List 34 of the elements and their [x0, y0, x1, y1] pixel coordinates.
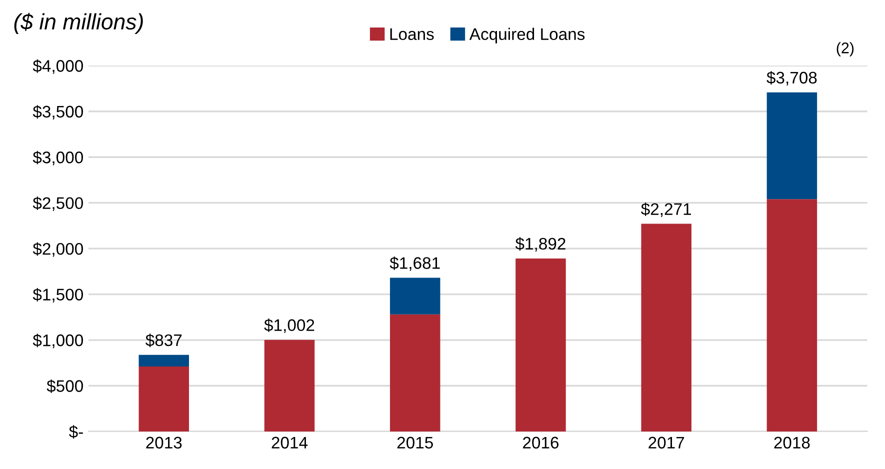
bar — [516, 258, 566, 432]
x-tick-label: 2015 — [397, 436, 433, 449]
total-label: $3,708 — [766, 71, 817, 86]
total-label: $2,271 — [641, 202, 691, 217]
total-label: $1,681 — [390, 256, 440, 271]
legend-label: Loans — [390, 28, 434, 40]
bar — [138, 366, 189, 432]
y-tick-label: $2,500 — [32, 196, 83, 212]
x-tick-label: 2016 — [523, 436, 559, 449]
total-label: $1,892 — [515, 237, 566, 252]
y-tick-label: $1,500 — [32, 288, 83, 302]
x-tick-label: 2014 — [272, 436, 308, 449]
chart-title: ($ in millions) — [14, 12, 143, 34]
bar — [766, 199, 818, 432]
total-label: $1,002 — [264, 318, 314, 334]
total-label: $837 — [146, 334, 182, 348]
y-tick-label: $500 — [46, 379, 83, 393]
bar — [390, 314, 440, 432]
y-tick-label: $1,000 — [32, 334, 83, 348]
bar — [641, 224, 692, 432]
y-tick-label: $3,000 — [32, 150, 83, 166]
y-tick-label: $3,500 — [32, 105, 83, 120]
y-tick-label: $2,000 — [32, 242, 83, 257]
y-tick-label: $4,000 — [32, 59, 83, 74]
bar — [138, 354, 189, 367]
bar — [390, 278, 440, 314]
x-tick-label: 2017 — [648, 436, 684, 449]
bar — [766, 92, 818, 200]
x-tick-label: 2018 — [774, 436, 810, 449]
y-tick-label: $- — [69, 425, 83, 439]
bar — [264, 340, 315, 432]
text: (2) — [836, 42, 854, 56]
legend-label: Acquired Loans — [469, 28, 585, 44]
x-tick-label: 2013 — [146, 436, 182, 449]
